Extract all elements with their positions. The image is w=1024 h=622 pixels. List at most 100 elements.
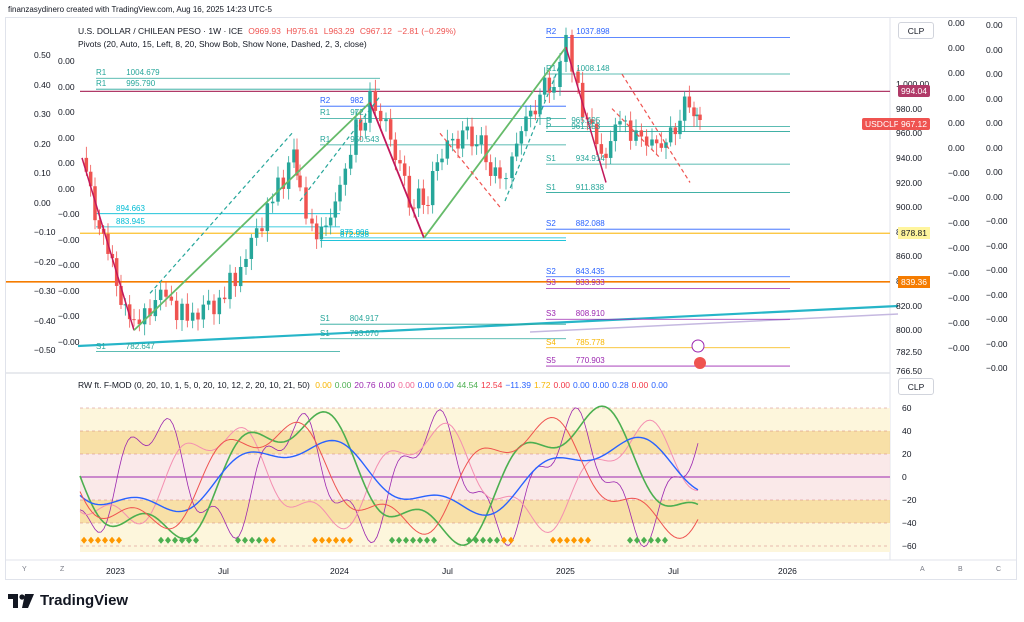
- pivot-label: R2 1037.898: [546, 27, 610, 36]
- right-scale-b-tick: 0.00: [986, 118, 1003, 128]
- right-scale-b-tick: −0.00: [986, 265, 1008, 275]
- candle-body: [470, 126, 474, 147]
- signal-diamond: [578, 536, 584, 544]
- signal-diamond: [431, 536, 437, 544]
- indicator-value: 44.54: [456, 380, 479, 390]
- signal-diamond: [193, 536, 199, 544]
- pivot-label: S1 782.647: [96, 342, 155, 351]
- right-scale-b-tick: −0.00: [986, 314, 1008, 324]
- candle-body: [687, 96, 692, 108]
- candle-body: [249, 237, 254, 259]
- indicator-legend[interactable]: RW ft. F-MOD (0, 20, 10, 1, 5, 0, 20, 10…: [78, 380, 674, 390]
- pivot-label: S4 785.778: [546, 338, 605, 347]
- flag-icon: [694, 357, 706, 369]
- signal-diamond: [410, 536, 416, 544]
- left-scale2-tick: −0.00: [58, 311, 80, 321]
- pivot-label: P 965.495: [546, 116, 600, 125]
- pivot-level-name: S1: [320, 314, 330, 324]
- signal-diamond: [487, 536, 493, 544]
- osc-scale-tick: 0: [902, 472, 907, 482]
- pivot-level-name: R2: [320, 96, 331, 106]
- signal-diamond: [473, 536, 479, 544]
- pivot-level-name: P: [546, 116, 552, 126]
- candle-body: [348, 154, 353, 169]
- candle-body: [613, 124, 618, 142]
- pivot-level-name: R2: [546, 27, 557, 37]
- left-scale-tick: −0.40: [34, 315, 56, 326]
- left-scale2-tick: −0.00: [58, 336, 80, 347]
- signal-diamond: [564, 536, 570, 544]
- left-scale-tick: −0.10: [34, 227, 56, 237]
- current-price-tag: 967.12: [898, 118, 930, 131]
- signal-diamond: [655, 536, 661, 544]
- candle-body: [460, 130, 465, 149]
- price-scale-tick: 960.00: [896, 128, 922, 139]
- corner-z: Z: [60, 566, 65, 573]
- brand-name: TradingView: [40, 592, 129, 609]
- left-scale2-tick: 0.00: [58, 56, 75, 66]
- indicator-value: 0.00: [573, 380, 590, 390]
- signal-diamond: [172, 536, 178, 544]
- pivot-level-value: 843.435: [575, 266, 605, 276]
- candle-body: [142, 308, 147, 325]
- right-scale-b-tick: 0.00: [986, 69, 1003, 79]
- indicator-value: 20.76: [354, 380, 376, 390]
- left-scale-tick: 0.40: [34, 79, 51, 90]
- candle-body: [407, 175, 412, 208]
- candle-body: [368, 90, 372, 123]
- candle-body: [298, 175, 302, 188]
- time-axis-label: Jul: [442, 566, 453, 576]
- osc-line: [79, 436, 699, 516]
- indicator-name[interactable]: RW ft. F-MOD (0, 20, 10, 1, 5, 0, 20, 10…: [78, 380, 310, 390]
- right-scale-a-tick: 0.00: [948, 18, 965, 28]
- right-scale-a-tick: −0.00: [948, 343, 970, 353]
- candle-body: [519, 131, 524, 144]
- right-scale-a-tick: −0.00: [948, 318, 970, 328]
- right-scale-a-tick: 0.00: [948, 43, 965, 53]
- pivot-label: S1 793.070: [320, 329, 379, 338]
- osc-scale-tick: 60: [902, 403, 912, 413]
- candle-body: [295, 149, 299, 176]
- pivot-level-name: R1: [546, 63, 557, 73]
- candle-body: [628, 120, 633, 141]
- pivot-label: S2 843.435: [546, 267, 605, 276]
- price-scale-tick: 860.00: [896, 251, 922, 262]
- currency-button-lower[interactable]: CLP: [898, 378, 934, 395]
- ohlc-change: −2.81 (−0.29%): [397, 26, 456, 36]
- symbol-legend[interactable]: U.S. DOLLAR / CHILEAN PESO · 1W · ICE O9…: [78, 26, 459, 36]
- currency-button[interactable]: CLP: [898, 22, 934, 39]
- left-scale2-tick: 0.00: [58, 183, 75, 194]
- left-scale-tick: −0.50: [34, 345, 56, 355]
- candle-body: [148, 308, 152, 317]
- pivot-level-value: 804.917: [349, 314, 379, 324]
- pivots-legend[interactable]: Pivots (20, Auto, 15, Left, 8, 20, Show …: [78, 39, 367, 49]
- candle-body: [654, 139, 659, 144]
- candle-body: [97, 220, 102, 229]
- candle-body: [698, 114, 702, 121]
- candle-body: [623, 120, 628, 122]
- signal-diamond: [508, 536, 514, 544]
- candle-body: [599, 144, 604, 154]
- candle-body: [547, 77, 552, 93]
- pivot-label: 875.006: [320, 228, 369, 237]
- candle-body: [450, 138, 455, 141]
- pivot-level-name: S1: [320, 328, 330, 338]
- pivot-level-name: S2: [546, 219, 556, 229]
- indicator-values: 0.00 0.00 20.76 0.00 0.00 0.00 0.00 44.54 12.54−…: [315, 380, 671, 390]
- symbol-name[interactable]: U.S. DOLLAR / CHILEAN PESO · 1W · ICE: [78, 26, 243, 36]
- right-scale-b-tick: 0.00: [986, 167, 1003, 177]
- zigzag-line: [133, 101, 371, 331]
- signal-diamond: [641, 536, 647, 544]
- signal-diamond: [179, 536, 185, 544]
- time-axis-label: Jul: [668, 566, 679, 576]
- pivot-label: P 961.353: [546, 122, 600, 131]
- dashed-zigzag: [299, 95, 381, 202]
- signal-diamond: [396, 536, 402, 544]
- zigzag-line: [565, 46, 607, 183]
- price-scale-tick: 800.00: [896, 325, 922, 336]
- osc-line: [79, 417, 699, 539]
- tradingview-logo[interactable]: TradingView: [8, 592, 128, 609]
- pivot-label: S3 808.910: [546, 309, 605, 318]
- right-scale-a-tick: −0.00: [948, 293, 970, 303]
